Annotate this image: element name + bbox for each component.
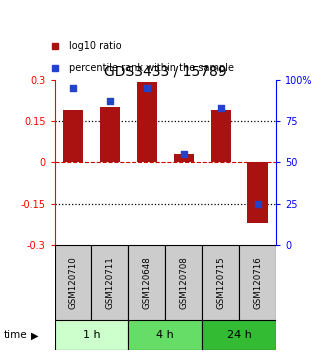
Point — [218, 105, 223, 111]
Bar — [100, 107, 120, 162]
Text: 24 h: 24 h — [227, 330, 252, 340]
Bar — [239, 245, 276, 320]
Text: GSM120708: GSM120708 — [179, 256, 188, 309]
Bar — [137, 82, 157, 162]
Text: GSM120711: GSM120711 — [105, 256, 115, 309]
Point — [144, 85, 150, 91]
Text: ▶: ▶ — [30, 330, 38, 340]
Bar — [55, 320, 128, 350]
Text: GSM120710: GSM120710 — [68, 256, 78, 309]
Bar — [247, 162, 268, 223]
Bar — [211, 110, 231, 162]
Bar — [202, 245, 239, 320]
Text: GSM120716: GSM120716 — [253, 256, 262, 309]
Text: GSM120715: GSM120715 — [216, 256, 225, 309]
Bar — [128, 320, 202, 350]
Text: 4 h: 4 h — [156, 330, 174, 340]
Text: GSM120648: GSM120648 — [142, 256, 152, 309]
Point — [255, 201, 260, 207]
Text: percentile rank within the sample: percentile rank within the sample — [69, 63, 234, 73]
Bar — [63, 110, 83, 162]
Bar — [128, 245, 165, 320]
Bar — [174, 154, 194, 162]
Text: time: time — [3, 330, 27, 340]
Point — [107, 98, 113, 104]
Point — [71, 85, 76, 91]
Bar — [55, 245, 91, 320]
Title: GDS3433 / 15789: GDS3433 / 15789 — [104, 64, 227, 79]
Text: 1 h: 1 h — [83, 330, 100, 340]
Text: log10 ratio: log10 ratio — [69, 41, 122, 51]
Bar — [165, 245, 202, 320]
Point — [181, 152, 187, 157]
Bar — [91, 245, 128, 320]
Bar — [202, 320, 276, 350]
